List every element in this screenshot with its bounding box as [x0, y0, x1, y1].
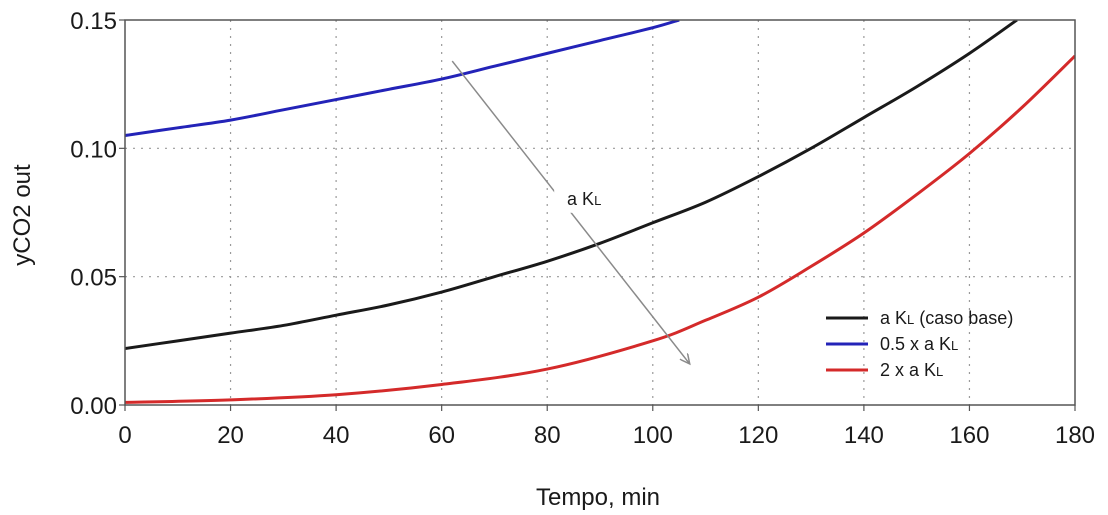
- legend-entry-main: a K: [880, 308, 907, 328]
- y-tick-label: 0.10: [70, 136, 117, 163]
- legend-entry-sub: L: [907, 312, 914, 327]
- legend-entry-tail: (caso base): [914, 308, 1013, 328]
- x-tick-label: 20: [217, 422, 244, 449]
- legend: a KL (caso base)0.5 x a KL2 x a KL: [826, 308, 1013, 380]
- annotation-label-bg: [554, 186, 615, 213]
- x-tick-label: 120: [738, 422, 778, 449]
- x-tick-label: 60: [428, 422, 455, 449]
- x-tick-label: 80: [534, 422, 561, 449]
- legend-entry: a KL (caso base): [880, 308, 1013, 328]
- annotation-label: a KL: [567, 189, 601, 209]
- y-tick-label: 0.00: [70, 393, 117, 420]
- series-lines: [125, 20, 1075, 404]
- x-tick-label: 180: [1055, 422, 1095, 449]
- y-axis-label: yCO2 out: [9, 164, 36, 266]
- x-tick-label: 140: [844, 422, 884, 449]
- legend-entry-main: 2 x a K: [880, 360, 936, 380]
- legend-entry-sub: L: [951, 338, 958, 353]
- x-axis-label: Tempo, min: [536, 484, 660, 511]
- legend-entry-sub: L: [936, 364, 943, 379]
- x-tick-label: 0: [118, 422, 131, 449]
- plot-frame: [124, 19, 1076, 406]
- x-tick-label: 40: [323, 422, 350, 449]
- y-tick-label: 0.05: [70, 265, 117, 292]
- legend-entry-main: 0.5 x a K: [880, 334, 951, 354]
- legend-entry: 2 x a KL: [880, 360, 943, 380]
- x-tick-label: 100: [633, 422, 673, 449]
- x-tick-label: 160: [949, 422, 989, 449]
- annotation-label-main: a K: [567, 189, 594, 209]
- annotations: a KL: [451, 60, 690, 364]
- series-line-2: [125, 20, 680, 137]
- y-tick-label: 0.15: [70, 8, 117, 35]
- series-line-3: [125, 54, 1075, 404]
- axis-ticks: 0 20 40 60 80 100 120 140 160 180 0.00 0.05 0.10 0.15: [70, 8, 1095, 449]
- grid: [125, 20, 1075, 405]
- series-line-1: [125, 20, 1018, 351]
- legend-entry: 0.5 x a KL: [880, 334, 958, 354]
- annotation-label-sub: L: [594, 193, 601, 208]
